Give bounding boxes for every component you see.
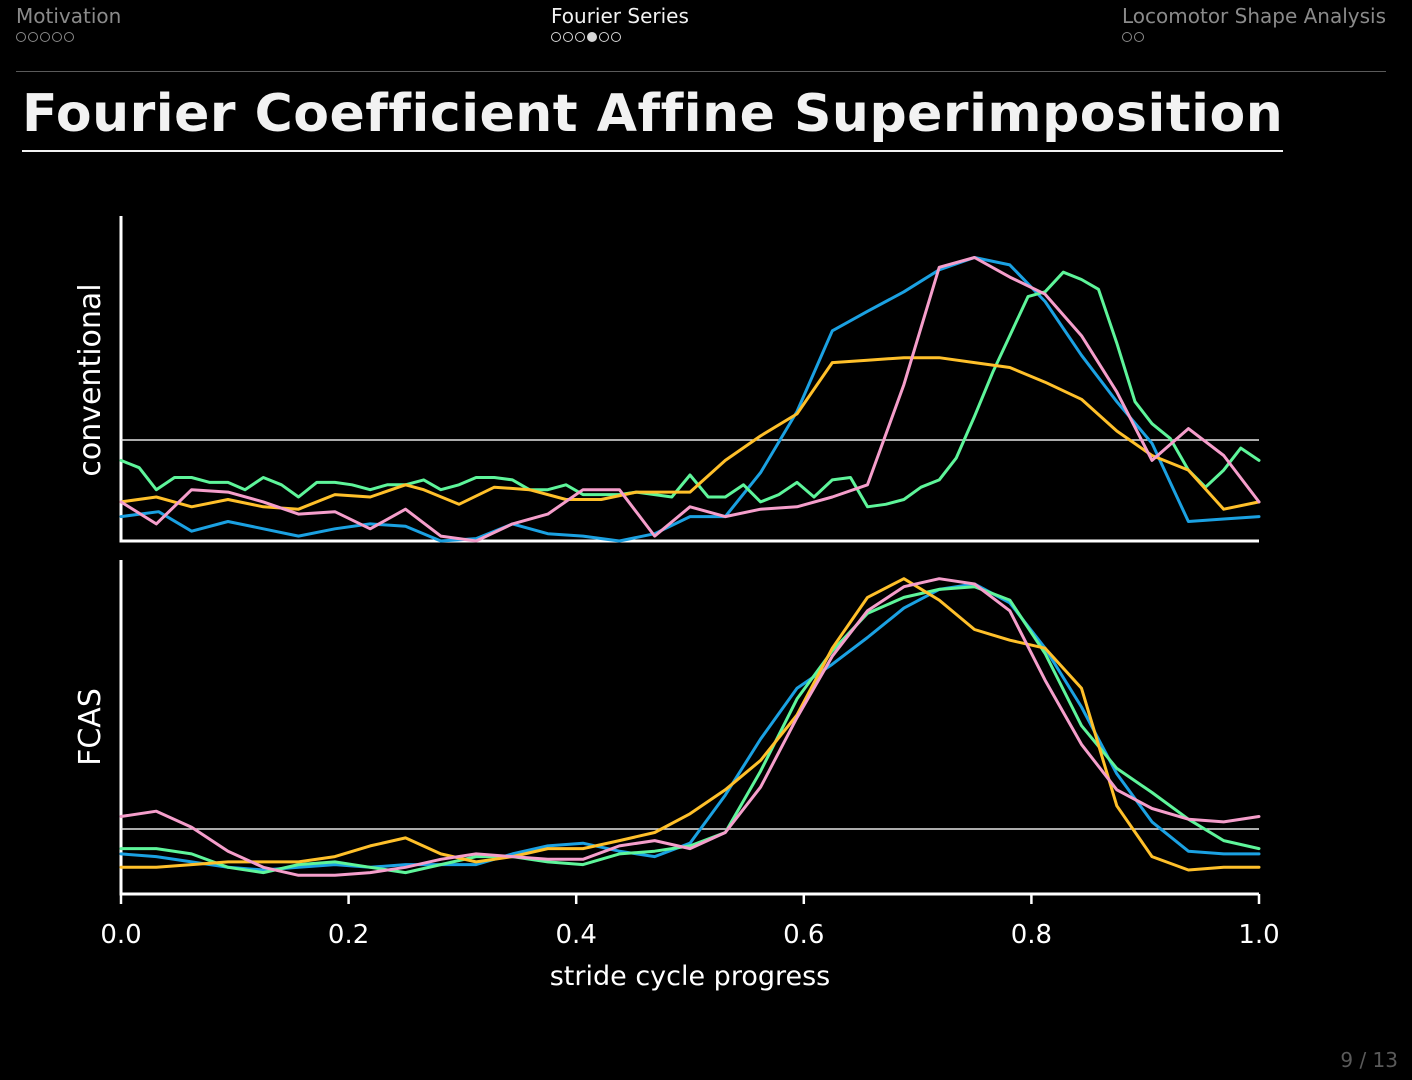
y-axis-label: conventional	[73, 283, 108, 476]
nav-dot[interactable]	[575, 32, 585, 42]
x-tick-label: 0.4	[556, 920, 597, 950]
nav-progress-dots	[551, 32, 689, 42]
x-tick-label: 0.6	[783, 920, 824, 950]
nav-section-label[interactable]: Motivation	[16, 4, 122, 28]
x-tick-label: 1.0	[1238, 920, 1279, 950]
nav-dot[interactable]	[16, 32, 26, 42]
nav-dot[interactable]	[1122, 32, 1132, 42]
y-axis-label: FCAS	[73, 688, 108, 766]
nav-dot[interactable]	[563, 32, 573, 42]
series-line	[119, 577, 1261, 877]
nav-progress-dots	[1122, 32, 1386, 42]
nav-dot[interactable]	[599, 32, 609, 42]
nav-dot[interactable]	[28, 32, 38, 42]
header-divider	[16, 71, 1386, 72]
nav-dot[interactable]	[551, 32, 561, 42]
nav-section-label[interactable]: Locomotor Shape Analysis	[1122, 4, 1387, 28]
nav-dot[interactable]	[587, 32, 597, 42]
series-line	[119, 256, 1261, 543]
nav-section-fourier-series[interactable]: Fourier Series	[551, 4, 689, 42]
page-number: 9 / 13	[1340, 1048, 1398, 1072]
series-line	[119, 356, 1261, 511]
series-line	[119, 585, 1261, 875]
x-tick-label: 0.2	[328, 920, 369, 950]
nav-progress-dots	[16, 32, 121, 42]
nav-dot[interactable]	[52, 32, 62, 42]
nav-dot[interactable]	[1134, 32, 1144, 42]
x-tick-label: 0.0	[100, 920, 141, 950]
series-line	[119, 582, 1261, 872]
nav-dot[interactable]	[64, 32, 74, 42]
nav-section-motivation[interactable]: Motivation	[16, 4, 121, 42]
series-line	[119, 577, 1261, 872]
nav-section-label[interactable]: Fourier Series	[551, 4, 689, 28]
x-axis-label: stride cycle progress	[550, 961, 831, 992]
x-tick-label: 0.8	[1011, 920, 1052, 950]
nav-dot[interactable]	[611, 32, 621, 42]
series-line	[119, 256, 1261, 543]
nav-section-locomotor-shape-analysis[interactable]: Locomotor Shape Analysis	[1122, 4, 1386, 42]
nav-dot[interactable]	[40, 32, 50, 42]
series-line	[119, 270, 1261, 509]
slide-title: Fourier Coefficient Affine Superimpositi…	[22, 84, 1284, 152]
